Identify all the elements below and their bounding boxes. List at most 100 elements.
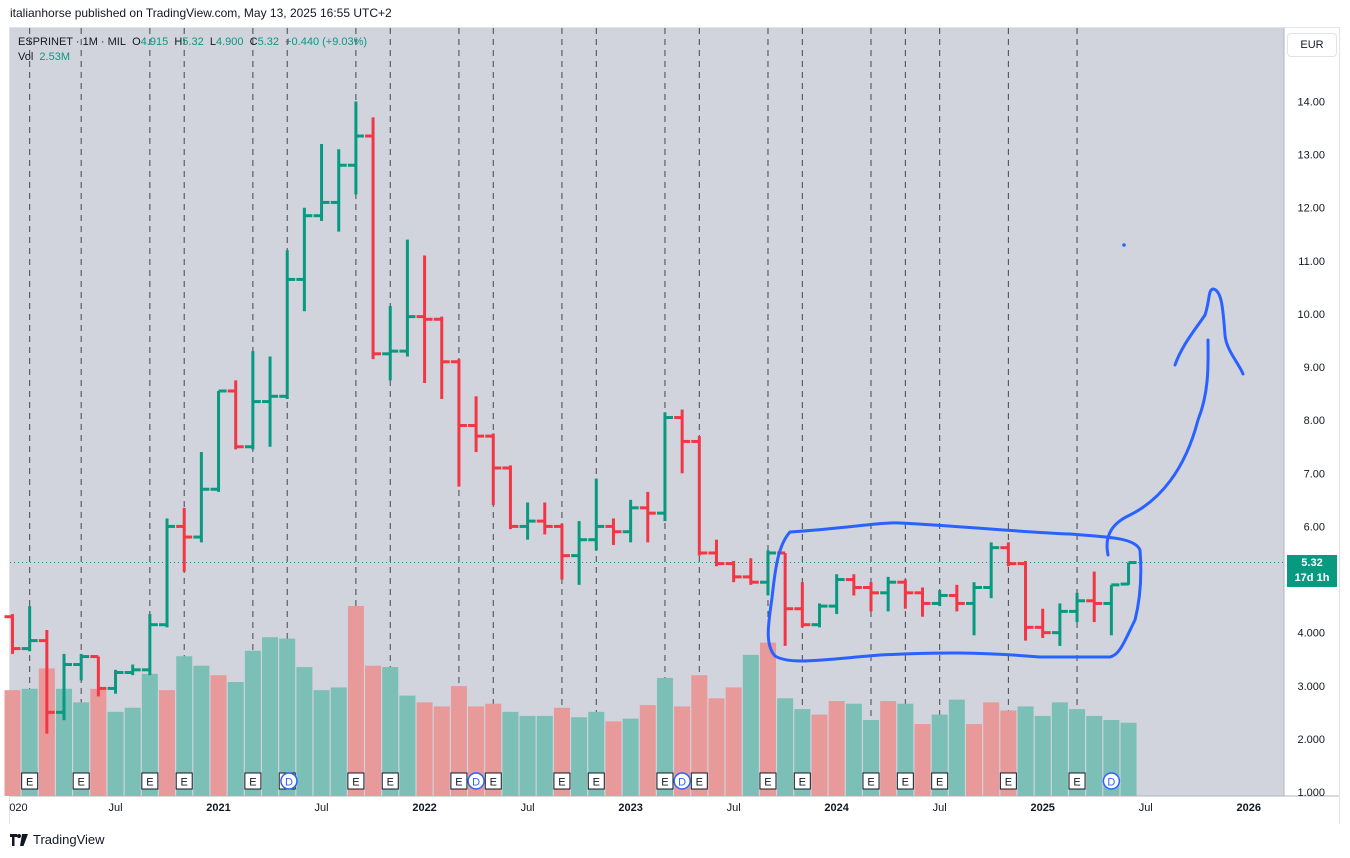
y-tick-label: 10.00 [1297, 309, 1325, 321]
earnings-marker [656, 772, 674, 790]
volume-bar [742, 654, 759, 796]
earnings-marker [21, 772, 39, 790]
volume-bar [433, 706, 450, 796]
volume-bar [90, 688, 107, 796]
earnings-marker-label: E [696, 777, 703, 789]
dividend-marker [467, 772, 485, 790]
volume-bar [347, 606, 364, 796]
plot-background [10, 28, 1284, 796]
volume-bar [622, 718, 639, 796]
y-tick-label: 7.00 [1304, 468, 1325, 480]
y-tick-label: 6.00 [1304, 521, 1325, 533]
volume-bar [708, 698, 725, 796]
x-tick-label: Jul [108, 802, 122, 814]
chart-legend: ESPRINET · 1M · MIL O4.915 H5.32 L4.900 … [18, 35, 367, 65]
high-value: 5.32 [182, 36, 204, 48]
y-tick-label: 11.00 [1298, 256, 1325, 268]
open-value: 4.915 [140, 36, 169, 48]
x-tick-label: 2022 [412, 802, 436, 814]
earnings-marker [175, 772, 193, 790]
volume-bar [416, 702, 433, 796]
earnings-marker [690, 772, 708, 790]
change-value: +0.440 (+9.03%) [285, 36, 368, 48]
earnings-marker [72, 772, 90, 790]
volume-bar [176, 656, 193, 796]
close-value: 5.32 [257, 36, 279, 48]
volume-bar [262, 637, 279, 796]
dividend-marker-label: D [1107, 777, 1115, 789]
breakout-arrow-drawing [1105, 338, 1210, 557]
volume-bar [880, 701, 897, 796]
volume-bar [656, 677, 673, 796]
currency-button[interactable]: EUR [1287, 33, 1337, 57]
y-tick-label: 3.000 [1297, 681, 1325, 693]
dividend-marker [673, 772, 691, 790]
volume-bar [1017, 706, 1034, 796]
earnings-marker-label: E [26, 777, 33, 789]
x-tick-label: Jul [933, 802, 947, 814]
open-label: O [132, 36, 141, 48]
last-price-label: 5.32 17d 1h [1287, 555, 1337, 587]
earnings-marker [347, 772, 365, 790]
time-axis-panel [10, 796, 1339, 824]
volume-bar [313, 690, 330, 796]
earnings-marker [484, 772, 502, 790]
earnings-marker-label: E [1005, 777, 1012, 789]
earnings-marker-label: E [936, 777, 943, 789]
volume-bar [725, 687, 742, 796]
dividend-marker-label: D [678, 777, 686, 789]
symbol-label[interactable]: ESPRINET · 1M · MIL [18, 36, 126, 48]
earnings-marker-label: E [455, 777, 462, 789]
ohlc-line: ESPRINET · 1M · MIL O4.915 H5.32 L4.900 … [18, 35, 367, 50]
volume-bar [159, 690, 176, 796]
volume-bar [296, 667, 313, 796]
y-tick-label: 13.00 [1297, 150, 1325, 162]
x-tick-label: 2025 [1030, 802, 1054, 814]
earnings-marker [896, 772, 914, 790]
volume-bar [536, 715, 553, 796]
earnings-marker-label: E [78, 777, 85, 789]
publish-info: italianhorse published on TradingView.co… [10, 6, 392, 20]
y-tick-label: 4.000 [1297, 628, 1325, 640]
y-tick-label: 9.00 [1304, 362, 1325, 374]
earnings-marker-label: E [249, 777, 256, 789]
y-tick-label: 14.00 [1297, 97, 1325, 109]
volume-bar [1086, 715, 1103, 796]
drawing-dot [1122, 243, 1126, 247]
earnings-marker [381, 772, 399, 790]
earnings-marker [999, 772, 1017, 790]
earnings-marker [862, 772, 880, 790]
x-tick-label: Jul [521, 802, 535, 814]
volume-bar [4, 690, 21, 796]
low-value: 4.900 [215, 36, 244, 48]
dividend-marker-label: D [285, 777, 293, 789]
volume-bar [227, 682, 244, 796]
earnings-marker-label: E [146, 777, 153, 789]
volume-bar [124, 707, 141, 796]
last-price-value: 5.32 [1301, 557, 1323, 569]
bar-countdown: 17d 1h [1294, 572, 1330, 584]
volume-bar [966, 724, 983, 796]
earnings-marker-label: E [799, 777, 806, 789]
x-tick-label: 2024 [824, 802, 849, 814]
earnings-marker-label: E [1073, 777, 1080, 789]
volume-bar [141, 673, 158, 796]
earnings-marker-label: E [661, 777, 668, 789]
volume-bar [777, 698, 794, 796]
earnings-marker-label: E [490, 777, 497, 789]
earnings-marker [587, 772, 605, 790]
volume-bar [21, 688, 38, 796]
x-tick-label: 020 [9, 802, 27, 814]
y-tick-label: 8.00 [1304, 415, 1325, 427]
volume-bar [382, 667, 399, 796]
consolidation-box-drawing [766, 521, 1143, 663]
tradingview-footer[interactable]: TradingView [10, 832, 105, 847]
volume-bar [330, 687, 347, 796]
volume-bar [571, 717, 588, 796]
volume-bar [279, 638, 296, 796]
x-tick-label: Jul [315, 802, 329, 814]
x-tick-label: 2023 [618, 802, 642, 814]
earnings-marker-label: E [558, 777, 565, 789]
earnings-marker [244, 772, 262, 790]
